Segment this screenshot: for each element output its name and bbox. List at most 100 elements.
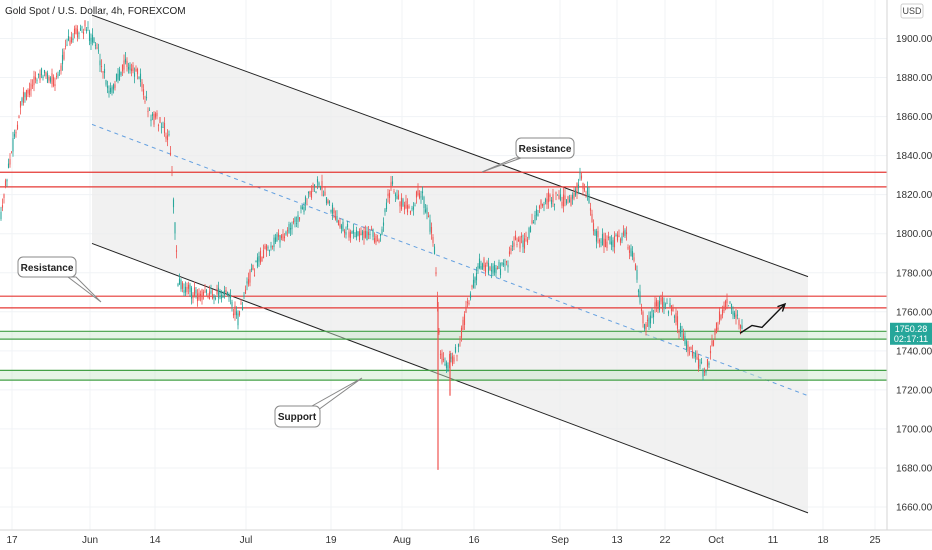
candle-body [615,235,617,236]
candle-body [580,175,583,179]
candle-body [379,233,382,236]
candle-body [651,309,653,313]
candle-body [285,231,287,235]
candle-body [177,284,179,286]
candle-body [705,371,707,373]
candle-body [577,184,580,189]
candle-body [378,240,380,242]
candle-body [139,73,142,82]
candle-body [645,324,647,330]
candle-body [354,236,356,238]
candle-body [616,234,619,241]
candle-body [330,209,332,212]
candle-body [499,268,502,276]
candle-body [639,291,641,303]
candle-body [652,313,655,318]
candle-body [319,185,322,190]
candle-body [460,327,463,338]
candle-body [631,251,634,257]
candle-body [148,109,151,111]
candle-body [525,235,527,237]
candle-body [186,286,188,293]
candle-body [723,305,725,312]
candle-body [604,239,607,248]
candle-body [468,302,470,304]
candle-body [57,74,59,76]
candle-body [117,73,119,80]
callout-label: Support [278,412,317,423]
candle-body [457,343,460,347]
candle-body [256,257,259,267]
currency-badge[interactable] [900,3,924,19]
candle-body [424,209,427,212]
price-tick-label: 1700.00 [896,424,932,435]
candle-body [289,227,292,230]
price-tick-label: 1760.00 [896,307,932,318]
candle-body [252,264,254,270]
candle-body [676,316,679,329]
candle-body [667,311,670,314]
candle-body [327,200,329,204]
candle-body [175,250,178,252]
candle-body [196,293,199,302]
candle-body [406,204,409,213]
callout-support[interactable]: Support [274,377,363,428]
candle-body [495,267,497,274]
candle-body [411,208,413,210]
candle-body [181,282,184,289]
callout-box [515,137,575,159]
candle-body [147,111,149,112]
candle-body [207,296,209,298]
candle-body [630,248,632,257]
candle-body [673,316,676,318]
candle-body [301,207,304,210]
candle-body [342,221,344,231]
candle-body [688,352,691,354]
candle-body [22,91,25,103]
candle-body [607,236,610,239]
candle-body [487,263,490,274]
candle-body [82,31,85,35]
candle-body [481,263,484,269]
candle-body [711,340,713,346]
candle-body [333,209,335,214]
candle-body [511,246,514,247]
candle-body [655,300,658,306]
candle-body [123,60,125,70]
candle-body [121,64,124,72]
price-axis[interactable]: 1660.00 1680.00 1700.00 1720.00 1740.00 1760.… [896,34,932,514]
candle-body [273,237,275,248]
candle-body [144,101,146,103]
candle-body [496,267,499,269]
support-resistance-levels [0,171,887,381]
time-tick-label: 25 [869,535,881,546]
candle-body [454,346,457,353]
candle-body [447,365,449,372]
candle-body [603,238,605,247]
time-axis[interactable]: 17 Jun 14 Jul 19 Aug 16 Sep 13 22 Oct 11 18 25 [6,535,881,546]
callout-resistance-left[interactable]: Resistance [17,256,102,303]
candle-body [9,158,11,165]
callout-resistance-top[interactable]: Resistance [481,137,575,173]
candle-body [100,66,103,68]
candle-body [66,44,68,46]
candle-body [483,258,485,268]
candle-body [192,294,194,299]
candle-body [514,235,517,240]
candle-body [516,244,518,245]
candle-body [75,27,77,34]
candle-body [111,86,113,93]
candle-body [472,279,475,288]
candle-body [624,230,626,237]
candle-body [151,113,154,116]
candle-body [423,197,425,209]
candle-body [268,250,271,252]
candle-body [46,73,49,83]
candle-body [570,197,572,206]
candle-body [517,239,520,242]
candle-body [657,302,659,309]
candle-body [445,362,448,369]
candle-body [349,232,352,238]
candle-body [588,193,590,203]
candle-body [34,77,37,80]
